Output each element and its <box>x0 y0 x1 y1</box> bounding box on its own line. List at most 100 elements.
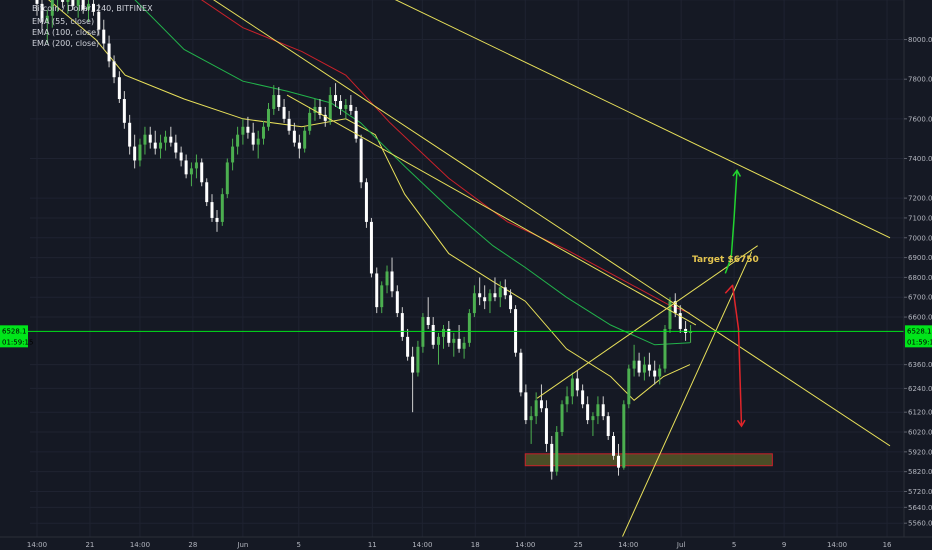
price-tick-label: 5720.0 <box>908 488 932 496</box>
price-tick-label: 6120.0 <box>908 409 932 417</box>
candle <box>575 370 579 397</box>
price-tick-label: 6900.0 <box>908 254 932 262</box>
candle-body <box>565 396 569 405</box>
candle <box>668 297 672 333</box>
current-price-tag: 6528.1 01:59:15 <box>905 325 932 348</box>
candle <box>200 158 204 187</box>
candle-body <box>277 95 281 107</box>
candle-body <box>102 29 106 44</box>
candle-body <box>266 108 270 127</box>
legend-ema100: EMA (100, close) <box>32 28 99 37</box>
candle-body <box>76 0 80 6</box>
candle-body <box>586 404 590 421</box>
price-tick-label: 6020.0 <box>908 429 932 437</box>
price-tick-label: 7800.0 <box>908 76 932 84</box>
time-axis[interactable]: 14:00 21 14:00 28 Jun 5 11 14:00 18 14:00 25 14:00 J… <box>0 536 932 550</box>
price-tick-label: 7600.0 <box>908 115 932 123</box>
candle <box>246 116 250 139</box>
time-tick-label: 14:00 <box>412 541 432 549</box>
candle <box>601 396 605 421</box>
candle-body <box>153 142 157 149</box>
price-tick-label: 8000.0 <box>908 36 932 44</box>
candle-body <box>256 138 260 145</box>
candle-body <box>436 336 440 345</box>
current-price-tag-box <box>905 325 932 348</box>
candle-body <box>81 0 85 10</box>
price-tick-label: 6700.0 <box>908 294 932 302</box>
candle <box>663 324 667 373</box>
candle-body <box>555 432 559 472</box>
legend-ema200: EMA (200, close) <box>32 39 99 48</box>
candle <box>529 406 533 444</box>
candle-body <box>71 0 75 6</box>
candle-body <box>86 3 90 10</box>
candle-body <box>303 130 307 149</box>
candle <box>81 0 85 14</box>
candle-body <box>189 168 193 175</box>
left-price-label: 6528.1 <box>2 327 27 335</box>
candle-body <box>668 301 672 329</box>
candle-body <box>205 182 209 203</box>
candle <box>565 386 569 413</box>
bearish-projection-path <box>724 284 743 427</box>
trendline-1 <box>394 0 891 239</box>
candle <box>272 85 276 115</box>
candle <box>447 321 451 347</box>
candle-body <box>35 0 39 4</box>
candle <box>261 120 265 145</box>
ema200-line <box>200 0 691 314</box>
candle-body <box>50 0 54 16</box>
price-tick-label: 6360.0 <box>908 361 932 369</box>
price-axis-background <box>904 0 932 550</box>
candle <box>133 134 137 169</box>
candle <box>128 114 132 155</box>
candle-body <box>462 342 466 349</box>
candle <box>169 126 173 147</box>
price-tick-label: 6600.0 <box>908 314 932 322</box>
candle-body <box>61 0 65 2</box>
candle-body <box>282 106 286 119</box>
candle-body <box>612 435 616 456</box>
candle-body <box>493 293 497 298</box>
time-tick-label: 14:00 <box>130 541 150 549</box>
candle <box>488 289 492 314</box>
candle <box>194 154 198 179</box>
candle <box>50 0 54 28</box>
candle <box>632 344 636 377</box>
candle-body <box>261 126 265 139</box>
candle <box>375 267 379 314</box>
candle <box>581 384 585 409</box>
candle <box>431 317 435 349</box>
candle-body <box>416 346 420 373</box>
time-tick-label: Jul <box>676 541 686 549</box>
candle-body <box>509 295 513 310</box>
candle <box>617 443 621 476</box>
candle <box>539 384 543 413</box>
candle <box>642 356 646 381</box>
candle-body <box>220 194 224 222</box>
time-tick-label: 14:00 <box>827 541 847 549</box>
candle-body <box>313 106 317 113</box>
candle <box>205 178 209 207</box>
price-tick-label: 6800.0 <box>908 274 932 282</box>
grid <box>30 0 904 540</box>
candle <box>174 134 178 159</box>
candle-body <box>364 182 368 222</box>
candle <box>478 277 482 306</box>
candle <box>57 0 59 12</box>
candle-body <box>272 95 276 109</box>
candle <box>622 400 626 470</box>
candle-body <box>40 3 44 22</box>
candle-body <box>647 364 651 371</box>
candle-body <box>97 11 101 30</box>
candle-body <box>138 144 142 161</box>
candle-body <box>334 95 338 101</box>
support-zone <box>524 453 773 467</box>
candle <box>534 392 538 425</box>
candle <box>555 426 559 476</box>
candle-body <box>689 331 693 333</box>
